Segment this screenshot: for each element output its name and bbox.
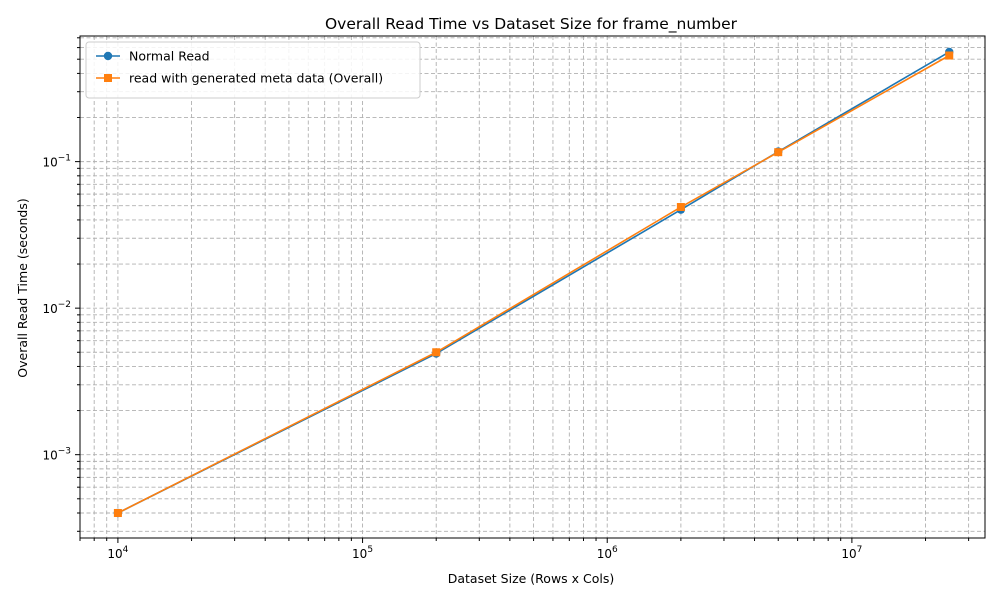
x-tick-label: 107 bbox=[841, 545, 862, 561]
x-tick-label: 104 bbox=[107, 545, 128, 561]
x-tick-label: 106 bbox=[597, 545, 618, 561]
series-layer bbox=[113, 47, 954, 518]
legend-item: read with generated meta data (Overall) bbox=[96, 71, 383, 86]
y-tick-label: 10−3 bbox=[42, 447, 71, 463]
chart-title: Overall Read Time vs Dataset Size for fr… bbox=[325, 15, 738, 34]
ticks: 104 105 106 107 10−3 10−2 10−1 bbox=[42, 37, 970, 561]
series-2-point bbox=[945, 51, 954, 60]
legend-swatch-marker bbox=[104, 74, 112, 82]
series-2-point bbox=[774, 148, 783, 157]
legend: Normal Read read with generated meta data… bbox=[85, 41, 421, 99]
legend-swatch-marker bbox=[103, 51, 113, 61]
y-tick-label: 10−1 bbox=[42, 154, 71, 170]
series-2-point bbox=[432, 348, 441, 357]
axes-frame bbox=[79, 35, 986, 539]
x-tick-label: 105 bbox=[352, 545, 373, 561]
legend-label: Normal Read bbox=[129, 49, 210, 64]
legend-box bbox=[85, 41, 421, 99]
grid bbox=[79, 36, 985, 538]
legend-label: read with generated meta data (Overall) bbox=[129, 71, 383, 86]
legend-item: Normal Read bbox=[96, 49, 210, 64]
x-axis-label: Dataset Size (Rows x Cols) bbox=[448, 571, 615, 586]
series-2-point bbox=[676, 203, 685, 212]
y-axis-label: Overall Read Time (seconds) bbox=[15, 198, 30, 377]
series-2-point bbox=[113, 508, 122, 517]
series-2 bbox=[113, 51, 954, 517]
y-tick-label: 10−2 bbox=[42, 300, 71, 316]
